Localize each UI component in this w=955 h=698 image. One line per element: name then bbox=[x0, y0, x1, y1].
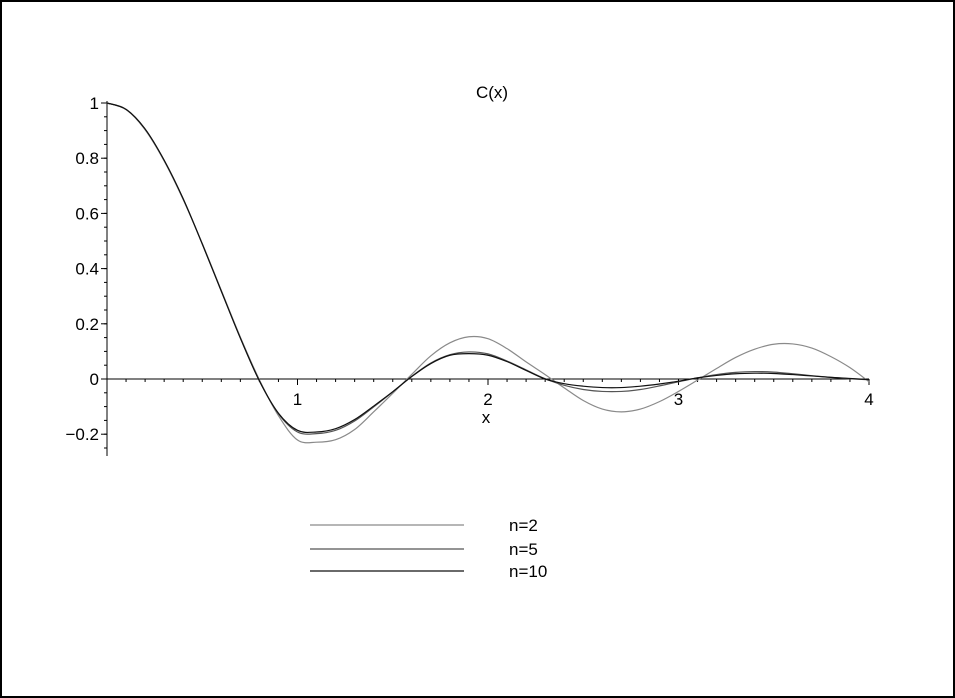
series-lines bbox=[106, 102, 870, 444]
x-tick-label: 2 bbox=[483, 390, 492, 409]
x-axis-label: x bbox=[482, 408, 491, 427]
y-tick-label: 1 bbox=[90, 94, 99, 113]
chart-title: C(x) bbox=[476, 83, 508, 102]
legend-label: n=5 bbox=[509, 540, 538, 559]
legend: n=2 n=5 n=10 bbox=[310, 516, 547, 581]
y-tick-label: 0.4 bbox=[75, 260, 99, 279]
legend-label: n=10 bbox=[509, 562, 547, 581]
y-tick-label: 0.8 bbox=[75, 149, 99, 168]
y-tick-label: −0.2 bbox=[65, 425, 99, 444]
x-tick-label: 3 bbox=[674, 390, 683, 409]
series-line-n-10 bbox=[106, 102, 870, 434]
axes: −0.2 0 0.2 0.4 0.6 0.8 1 1 2 3 4 bbox=[65, 94, 874, 456]
legend-label: n=2 bbox=[509, 516, 538, 535]
x-tick-label: 1 bbox=[293, 390, 302, 409]
y-tick-label: 0.6 bbox=[75, 204, 99, 223]
y-tick-label: 0.2 bbox=[75, 315, 99, 334]
y-tick-label: 0 bbox=[90, 370, 99, 389]
x-tick-label: 4 bbox=[864, 390, 873, 409]
